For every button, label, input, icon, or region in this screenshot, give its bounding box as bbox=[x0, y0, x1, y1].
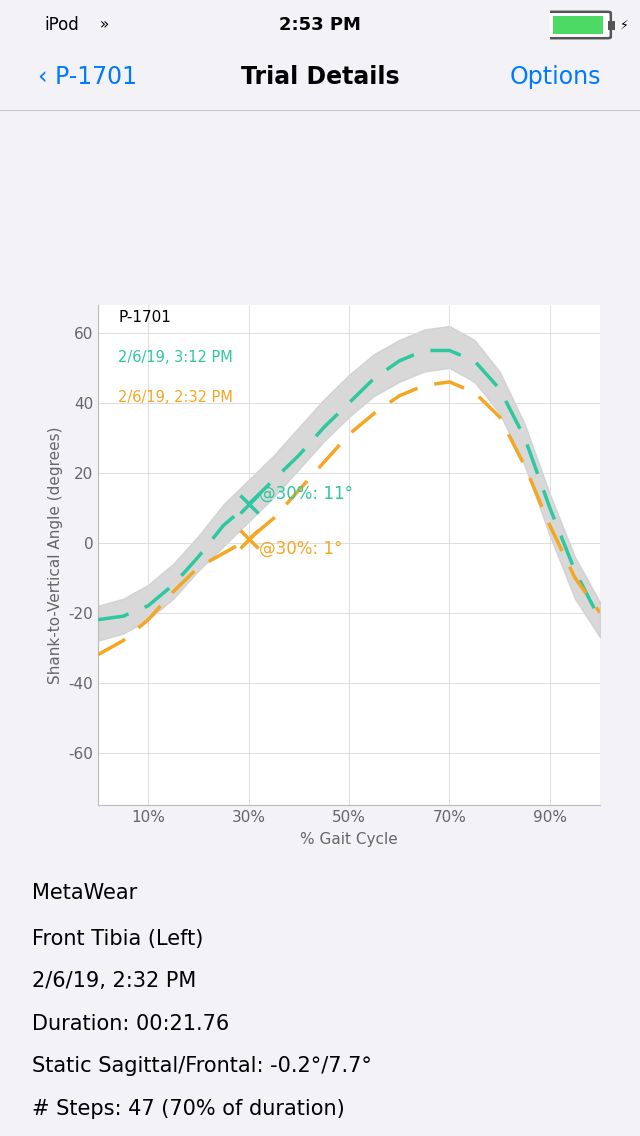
Text: iPod: iPod bbox=[45, 16, 79, 34]
Text: 2/6/19, 2:32 PM: 2/6/19, 2:32 PM bbox=[32, 971, 196, 991]
Bar bbox=[609, 20, 615, 30]
Text: Front Tibia (Left): Front Tibia (Left) bbox=[32, 928, 204, 949]
Text: 2:53 PM: 2:53 PM bbox=[279, 16, 361, 34]
Text: P-1701: P-1701 bbox=[118, 310, 171, 325]
Bar bbox=[553, 16, 603, 34]
Text: Static Sagittal/Frontal: -0.2°/7.7°: Static Sagittal/Frontal: -0.2°/7.7° bbox=[32, 1056, 372, 1076]
Text: # Steps: 47 (70% of duration): # Steps: 47 (70% of duration) bbox=[32, 1099, 345, 1119]
Text: »: » bbox=[99, 17, 108, 33]
X-axis label: % Gait Cycle: % Gait Cycle bbox=[300, 832, 398, 846]
Text: Duration: 00:21.76: Duration: 00:21.76 bbox=[32, 1013, 229, 1034]
Y-axis label: Shank-to-Vertical Angle (degrees): Shank-to-Vertical Angle (degrees) bbox=[48, 426, 63, 684]
Text: Options: Options bbox=[510, 65, 602, 89]
Text: @30%: 11°: @30%: 11° bbox=[259, 485, 353, 503]
Text: 2/6/19, 3:12 PM: 2/6/19, 3:12 PM bbox=[118, 350, 233, 365]
Text: ‹ P-1701: ‹ P-1701 bbox=[38, 65, 138, 89]
Text: Trial Details: Trial Details bbox=[241, 65, 399, 89]
FancyBboxPatch shape bbox=[547, 11, 611, 39]
Text: ⚡: ⚡ bbox=[620, 18, 629, 32]
Text: @30%: 1°: @30%: 1° bbox=[259, 540, 342, 558]
Text: MetaWear: MetaWear bbox=[32, 884, 137, 903]
Text: 2/6/19, 2:32 PM: 2/6/19, 2:32 PM bbox=[118, 390, 233, 406]
